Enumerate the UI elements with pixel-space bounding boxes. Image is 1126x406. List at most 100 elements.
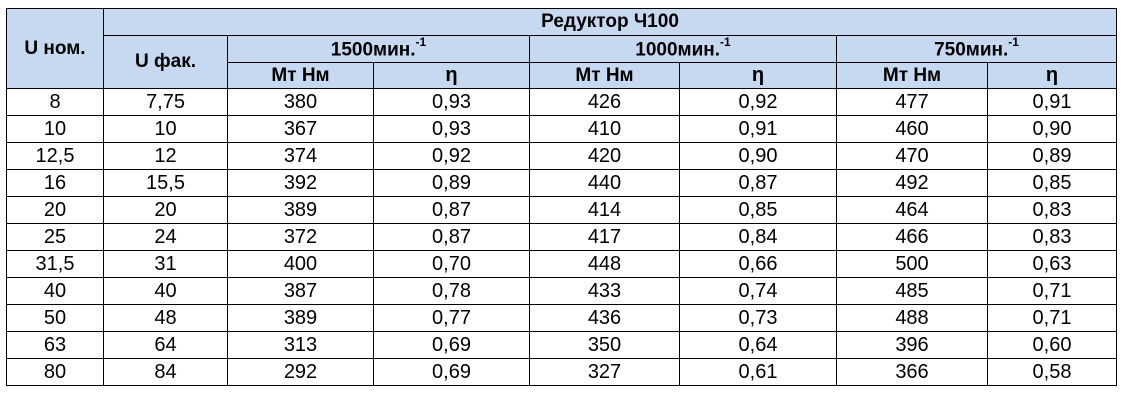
torque-1500-cell: 387 [227,277,374,305]
torque-750-cell: 477 [836,88,988,116]
efficiency-1500-cell: 0,69 [373,331,530,359]
efficiency-750-cell: 0,85 [986,169,1118,197]
efficiency-1500-cell: 0,93 [373,115,530,143]
torque-1000-cell: 414 [529,196,680,224]
efficiency-1000-cell: 0,87 [679,169,837,197]
efficiency-1500-cell: 0,77 [373,304,530,332]
u-fact-cell: 40 [103,277,228,305]
u-nom-cell: 50 [6,304,104,332]
efficiency-1500-cell: 0,70 [373,250,530,278]
efficiency-750-cell: 0,83 [986,223,1118,251]
efficiency-1500-cell: 0,69 [373,358,530,386]
efficiency-750-cell: 0,63 [986,250,1118,278]
u-fact-cell: 64 [103,331,228,359]
table-row: 40 40 387 0,78 433 0,74 485 0,71 [6,277,1118,305]
torque-1000-cell: 420 [529,142,680,170]
torque-750-cell: 366 [836,358,988,386]
u-nom-cell: 40 [6,277,104,305]
table-row: 20 20 389 0,87 414 0,85 464 0,83 [6,196,1118,224]
torque-1500-cell: 374 [227,142,374,170]
speed-exponent: -1 [1008,35,1019,49]
u-nom-cell: 16 [6,169,104,197]
torque-header: Мт Нм [529,62,680,89]
table-row: 8 7,75 380 0,93 426 0,92 477 0,91 [6,88,1118,116]
efficiency-750-cell: 0,91 [986,88,1118,116]
efficiency-1000-cell: 0,74 [679,277,837,305]
speed-exponent: -1 [415,35,427,49]
torque-1500-cell: 400 [227,250,374,278]
efficiency-750-cell: 0,90 [986,115,1118,143]
speed-value: 1500мин. [330,39,416,61]
u-fact-cell: 48 [103,304,228,332]
u-nom-header: U ном. [6,8,104,89]
table-row: 63 64 313 0,69 350 0,64 396 0,60 [6,331,1118,359]
speed-header-1000: 1000мин.-1 [529,35,837,63]
torque-1000-cell: 440 [529,169,680,197]
efficiency-1000-cell: 0,85 [679,196,837,224]
u-fact-cell: 84 [103,358,228,386]
torque-1000-cell: 448 [529,250,680,278]
torque-1500-cell: 392 [227,169,374,197]
u-fact-cell: 7,75 [103,88,228,116]
efficiency-1000-cell: 0,91 [679,115,837,143]
torque-750-cell: 488 [836,304,988,332]
table-body: 8 7,75 380 0,93 426 0,92 477 0,91 10 10 367 0,93 410… [6,88,1118,386]
table-row: 10 10 367 0,93 410 0,91 460 0,90 [6,115,1118,143]
torque-1500-cell: 372 [227,223,374,251]
torque-1500-cell: 292 [227,358,374,386]
torque-1000-cell: 436 [529,304,680,332]
efficiency-1000-cell: 0,84 [679,223,837,251]
efficiency-750-cell: 0,83 [986,196,1118,224]
efficiency-750-cell: 0,71 [986,277,1118,305]
table-row: 16 15,5 392 0,89 440 0,87 492 0,85 [6,169,1118,197]
torque-1500-cell: 367 [227,115,374,143]
torque-750-cell: 464 [836,196,988,224]
u-nom-cell: 63 [6,331,104,359]
torque-1500-cell: 313 [227,331,374,359]
u-fact-cell: 15,5 [103,169,228,197]
torque-750-cell: 396 [836,331,988,359]
efficiency-1000-cell: 0,66 [679,250,837,278]
torque-header: Мт Нм [227,62,374,89]
torque-750-cell: 470 [836,142,988,170]
u-fact-cell: 10 [103,115,228,143]
torque-1000-cell: 350 [529,331,680,359]
torque-1000-cell: 327 [529,358,680,386]
efficiency-1500-cell: 0,89 [373,169,530,197]
efficiency-750-cell: 0,71 [986,304,1118,332]
table-title: Редуктор Ч100 [102,8,1118,36]
u-nom-cell: 25 [6,223,104,251]
u-nom-cell: 10 [6,115,104,143]
u-fact-cell: 24 [103,223,228,251]
efficiency-1000-cell: 0,61 [679,358,837,386]
torque-1500-cell: 380 [227,88,374,116]
efficiency-750-cell: 0,89 [986,142,1118,170]
speed-header-1500: 1500мин.-1 [227,35,530,63]
efficiency-header: η [986,62,1118,89]
torque-1000-cell: 426 [529,88,680,116]
torque-750-cell: 460 [836,115,988,143]
torque-1500-cell: 389 [227,196,374,224]
table-row: 80 84 292 0,69 327 0,61 366 0,58 [6,358,1118,386]
u-fact-cell: 12 [103,142,228,170]
efficiency-1500-cell: 0,87 [373,223,530,251]
efficiency-1000-cell: 0,64 [679,331,837,359]
torque-1000-cell: 410 [529,115,680,143]
efficiency-1500-cell: 0,92 [373,142,530,170]
torque-1000-cell: 417 [529,223,680,251]
u-fact-cell: 31 [103,250,228,278]
table-row: 25 24 372 0,87 417 0,84 466 0,83 [6,223,1118,251]
u-fact-header: U фак. [103,35,228,89]
efficiency-1500-cell: 0,78 [373,277,530,305]
u-nom-cell: 80 [6,358,104,386]
u-nom-cell: 20 [6,196,104,224]
torque-1500-cell: 389 [227,304,374,332]
table-row: 50 48 389 0,77 436 0,73 488 0,71 [6,304,1118,332]
u-nom-cell: 8 [6,88,104,116]
efficiency-header: η [679,62,837,89]
torque-1000-cell: 433 [529,277,680,305]
speed-exponent: -1 [720,35,731,49]
efficiency-1000-cell: 0,73 [679,304,837,332]
torque-750-cell: 500 [836,250,988,278]
efficiency-header: η [373,62,530,89]
